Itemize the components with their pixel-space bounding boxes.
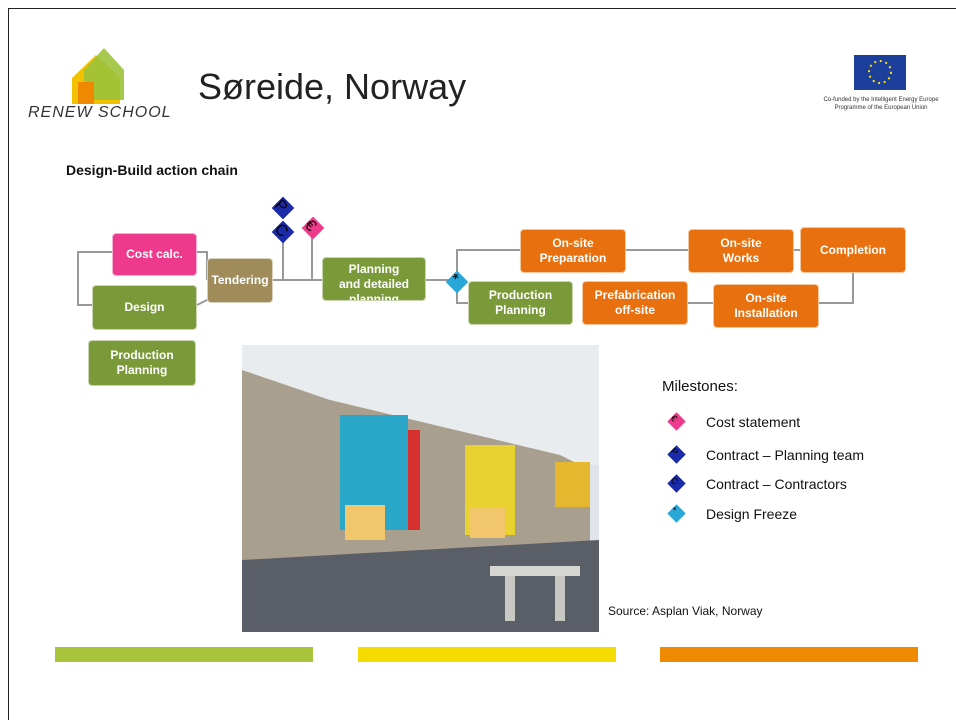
box-line: Prefabrication	[594, 288, 676, 302]
color-bar	[55, 647, 313, 662]
section-title: Design-Build action chain	[66, 162, 238, 178]
legend-label: Contract – Contractors	[706, 476, 847, 492]
chain-box: Completion	[800, 227, 906, 273]
color-bar	[358, 647, 616, 662]
box-line: Planning	[116, 363, 168, 377]
box-line: Works	[722, 251, 760, 265]
logo-text: RENEW SCHOOL	[28, 104, 172, 121]
box-line: planning	[349, 292, 399, 301]
chain-box: Prefabrication off-site	[582, 281, 688, 325]
connectors	[77, 236, 854, 306]
chain-box: Cost calc.	[112, 233, 197, 276]
box-line: Tendering	[211, 273, 269, 287]
chain-box: Design	[92, 285, 197, 330]
logo-door	[78, 82, 94, 104]
box-line: Production	[110, 348, 174, 362]
chain-box: Tendering	[207, 258, 273, 303]
box-line: Installation	[734, 306, 798, 320]
chain-box: Production Planning	[88, 340, 196, 386]
slide-title: Søreide, Norway	[198, 66, 467, 107]
chain-box: Planning and detailed planning	[322, 257, 426, 301]
legend-label: Design Freeze	[706, 506, 798, 522]
box-line: On-site	[720, 236, 762, 250]
eu-note-line: Co-funded by the Intelligent Energy Euro…	[823, 97, 939, 103]
eu-stars	[868, 60, 892, 84]
chain-box: Production Planning	[468, 281, 573, 325]
source: Source: Asplan Viak, Norway	[608, 604, 763, 618]
chain-box: On-site Installation	[713, 284, 819, 328]
milestones-heading: Milestones:	[662, 378, 738, 395]
box-line: off-site	[615, 303, 655, 317]
eu-note-line: Programme of the European Union	[834, 105, 928, 111]
box-line: On-site	[552, 236, 594, 250]
legend-label: Contract – Planning team	[706, 447, 864, 463]
box-line: Design	[124, 300, 165, 314]
box-line: Cost calc.	[126, 247, 183, 261]
box-line: On-site	[745, 291, 787, 305]
box-line: Completion	[820, 242, 886, 257]
box-line: Planning	[348, 262, 400, 276]
chain-box: On-site Preparation	[520, 229, 626, 273]
frame	[8, 8, 956, 720]
box-line: Planning	[495, 303, 546, 317]
eu-note: Co-funded by the Intelligent Energy Euro…	[808, 96, 954, 112]
color-bar	[660, 647, 918, 662]
box-line: and detailed	[338, 277, 409, 291]
school-photo	[242, 345, 599, 632]
box-line: Production	[488, 288, 553, 302]
chain-box: On-site Works	[688, 229, 794, 273]
legend-label: Cost statement	[706, 414, 801, 430]
box-line: Preparation	[539, 251, 607, 265]
